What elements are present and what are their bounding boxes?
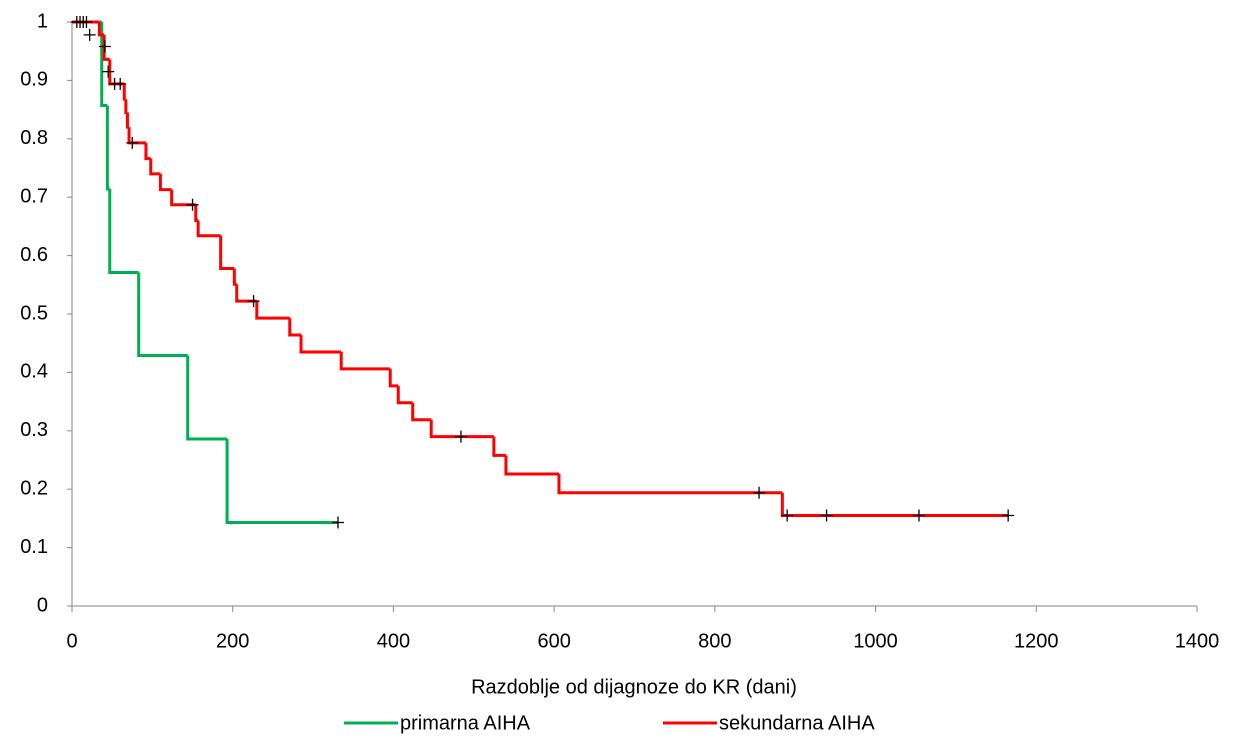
censor-mark [781,509,794,522]
censor-mark [331,516,344,529]
y-tick-label: 0.5 [20,302,48,324]
x-tick-label: 600 [537,630,570,652]
step-segment [122,83,126,101]
step-segment [225,438,338,524]
censor-mark [83,28,96,41]
legend-label: sekundarna AIHA [719,712,875,734]
step-segment [255,301,290,320]
step-segment [388,368,399,388]
step-segment [339,351,391,371]
step-segment [100,22,108,108]
x-tick-label: 1400 [1175,630,1220,652]
step-segment [105,105,110,191]
y-tick-label: 0.8 [20,127,48,149]
step-segment [396,385,413,405]
step-segment [137,272,188,357]
step-segment [97,22,105,37]
step-segment [149,158,161,176]
step-segment [196,220,221,238]
x-tick-label: 0 [66,630,77,652]
step-segment [411,402,432,422]
censor-mark [98,40,111,53]
censor-mark [912,509,925,522]
step-segment [288,318,302,337]
censor-mark [80,16,93,28]
step-segment [299,335,342,354]
censor-mark [820,509,833,522]
x-tick-label: 800 [698,630,731,652]
step-segment [780,492,1009,517]
step-segment [108,189,139,275]
step-segment [219,235,235,270]
step-segment [232,268,237,286]
y-tick-label: 0 [37,594,48,616]
x-tick-label: 400 [377,630,410,652]
censor-mark [126,136,139,149]
y-tick-label: 0.6 [20,244,48,266]
censor-mark [247,295,260,308]
y-tick-label: 0.1 [20,536,48,558]
step-segment [557,474,783,495]
step-segment [144,142,151,161]
legend-label: primarna AIHA [400,712,531,734]
censor-mark [102,65,115,78]
y-tick-label: 0.9 [20,69,48,91]
y-tick-label: 1 [37,10,48,32]
y-tick-label: 0.2 [20,477,48,499]
step-segment [158,173,172,192]
censor-mark [454,430,467,443]
x-tick-label: 1200 [1014,630,1059,652]
step-segment [127,127,146,145]
y-tick-label: 0.4 [20,361,48,383]
censor-mark [114,77,127,90]
censor-mark [753,486,766,499]
step-segment [102,34,110,61]
step-segment [186,355,228,441]
x-axis-label: Razdoblje od dijagnoze do KR (dani) [471,676,797,698]
step-segment [124,99,128,115]
y-tick-label: 0.3 [20,419,48,441]
step-segment [194,204,199,223]
x-tick-label: 200 [216,630,249,652]
censor-mark [1002,509,1015,522]
step-segment [492,436,506,457]
censor-mark [186,198,199,211]
step-segment [125,112,130,129]
step-segment [504,455,559,476]
y-tick-label: 0.7 [20,185,48,207]
x-tick-label: 1000 [853,630,898,652]
step-segment [429,419,494,439]
